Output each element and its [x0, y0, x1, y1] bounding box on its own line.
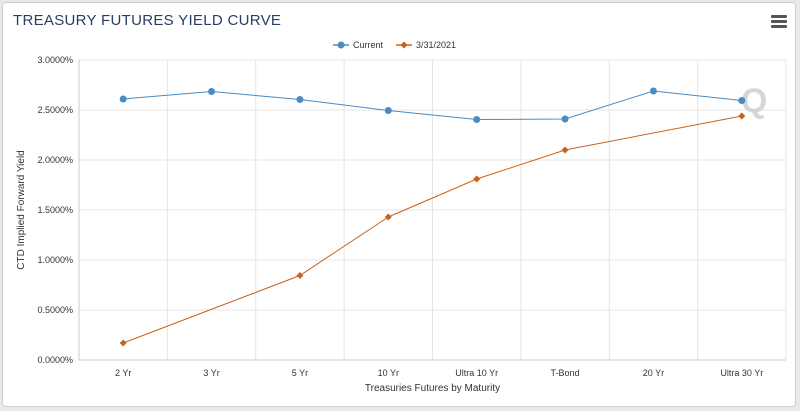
legend-marker-circle [337, 41, 345, 49]
x-tick-label: 3 Yr [203, 368, 219, 378]
x-axis-title: Treasuries Futures by Maturity [365, 383, 500, 394]
series-line-0 [123, 90, 742, 121]
data-point-3-31-2021 [296, 272, 304, 279]
x-tick-label: 10 Yr [378, 368, 399, 378]
data-point-current [119, 95, 127, 103]
data-point-3-31-2021 [561, 146, 569, 154]
hamburger-menu-icon[interactable] [771, 15, 787, 29]
legend-label: 3/31/2021 [416, 40, 456, 50]
data-point-current [384, 107, 392, 114]
data-point-current [296, 96, 304, 103]
x-tick-label: Ultra 30 Yr [720, 368, 763, 378]
legend-item: 3/31/2021 [396, 40, 456, 50]
y-tick-label: 3.0000% [37, 55, 73, 65]
data-point-current [208, 88, 216, 95]
data-point-current [738, 97, 746, 104]
series-line-1 [123, 115, 742, 344]
chart-title: TREASURY FUTURES YIELD CURVE [13, 12, 282, 29]
data-point-current [473, 116, 481, 123]
y-tick-label: 0.0000% [37, 355, 73, 365]
chart-panel: TREASURY FUTURES YIELD CURVE [2, 2, 796, 407]
data-point-3-31-2021 [384, 213, 392, 221]
x-tick-label: 20 Yr [643, 368, 664, 378]
legend-item: Current [333, 40, 384, 50]
y-tick-label: 2.5000% [37, 105, 73, 115]
x-tick-label: 5 Yr [292, 368, 308, 378]
y-tick-label: 1.5000% [37, 205, 73, 215]
y-tick-label: 1.0000% [37, 255, 73, 265]
x-tick-label: 2 Yr [115, 368, 131, 378]
x-tick-label: T-Bond [551, 368, 580, 378]
data-point-3-31-2021 [119, 339, 127, 347]
data-point-3-31-2021 [738, 112, 746, 120]
data-point-current [649, 87, 657, 95]
x-tick-label: Ultra 10 Yr [455, 368, 498, 378]
legend-marker-diamond [400, 41, 408, 49]
y-tick-label: 2.0000% [37, 155, 73, 165]
y-tick-label: 0.5000% [37, 305, 73, 315]
legend-label: Current [353, 40, 384, 50]
data-point-current [561, 115, 569, 123]
watermark-logo: Q [741, 82, 767, 120]
y-axis-title: CTD Implied Forward Yield [16, 150, 27, 269]
data-point-3-31-2021 [473, 175, 481, 183]
